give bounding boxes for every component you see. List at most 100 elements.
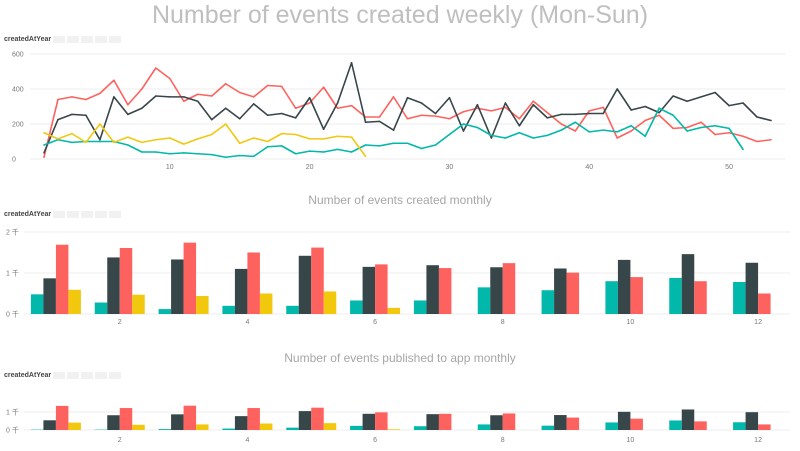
data-point xyxy=(322,151,325,153)
data-point xyxy=(99,123,101,125)
x-tick-label: 4 xyxy=(245,319,249,326)
monthly-created-chart-title: Number of events created monthly xyxy=(308,193,492,207)
data-point xyxy=(155,95,157,97)
bar xyxy=(323,291,337,314)
data-point xyxy=(448,133,451,136)
data-point xyxy=(43,131,45,134)
data-point xyxy=(392,142,395,145)
bar xyxy=(311,407,324,430)
data-point xyxy=(672,114,674,117)
bar xyxy=(259,293,273,314)
bar xyxy=(733,422,746,430)
data-point xyxy=(378,120,381,123)
bar xyxy=(362,266,376,314)
y-tick-label: 400 xyxy=(12,87,24,94)
data-point xyxy=(182,143,185,145)
data-point xyxy=(99,138,101,141)
data-point xyxy=(210,133,213,136)
y-tick-label: 0 千 xyxy=(6,426,19,435)
bar xyxy=(222,428,235,430)
legend-swatch-blurred xyxy=(67,211,80,218)
data-point xyxy=(658,114,660,117)
data-point xyxy=(169,137,171,139)
x-tick-label: 10 xyxy=(627,319,635,326)
data-point xyxy=(700,121,702,124)
legend-weekly[interactable]: createdAtYear xyxy=(4,36,122,43)
bar xyxy=(554,415,567,430)
bar xyxy=(554,268,567,314)
bar xyxy=(158,309,172,314)
legend-swatch-blurred xyxy=(81,36,94,43)
data-point xyxy=(308,102,311,104)
data-point xyxy=(336,148,339,151)
legend-swatch-blurred xyxy=(109,211,122,218)
data-point xyxy=(448,96,451,99)
data-point xyxy=(224,156,227,159)
data-point xyxy=(574,113,577,116)
bar xyxy=(413,426,427,430)
bar xyxy=(196,295,209,314)
data-point xyxy=(155,151,157,153)
bar xyxy=(758,424,771,430)
data-point xyxy=(266,84,269,87)
data-point xyxy=(490,110,493,112)
bar xyxy=(43,278,56,314)
data-point xyxy=(252,155,255,158)
data-point xyxy=(420,147,423,150)
bar xyxy=(541,425,555,430)
data-point xyxy=(57,98,59,101)
data-point xyxy=(210,95,213,97)
bar xyxy=(413,300,427,314)
data-point xyxy=(85,141,87,144)
data-point xyxy=(280,112,283,115)
data-point xyxy=(99,92,101,95)
y-tick-label: 2 千 xyxy=(6,228,19,237)
data-point xyxy=(141,107,143,110)
data-point xyxy=(448,117,451,120)
data-point xyxy=(462,110,465,113)
legend-swatch-blurred xyxy=(53,211,66,218)
data-point xyxy=(308,150,311,152)
legend-monthly-published[interactable]: createdAtYear xyxy=(4,372,122,379)
data-point xyxy=(686,100,688,103)
bar xyxy=(745,262,759,314)
data-point xyxy=(616,137,619,139)
data-point xyxy=(490,134,493,137)
bar xyxy=(362,413,376,430)
data-point xyxy=(504,102,507,104)
data-point xyxy=(169,96,171,98)
data-point xyxy=(155,138,157,141)
data-point xyxy=(434,144,437,146)
data-point xyxy=(588,110,591,112)
legend-swatch-blurred xyxy=(95,372,108,379)
x-tick-label: 20 xyxy=(306,164,314,171)
x-tick-label: 6 xyxy=(373,437,377,444)
data-point xyxy=(476,103,479,106)
data-point xyxy=(224,82,227,85)
x-tick-label: 2 xyxy=(118,437,122,444)
data-point xyxy=(252,96,255,98)
bar xyxy=(694,421,707,430)
data-point xyxy=(238,154,241,157)
bar xyxy=(158,429,172,430)
data-point xyxy=(141,88,143,90)
data-point xyxy=(322,138,325,140)
bar xyxy=(617,411,631,430)
legend-swatch-blurred xyxy=(109,372,122,379)
series-line-1 xyxy=(43,61,772,154)
data-point xyxy=(280,132,283,135)
x-tick-label: 30 xyxy=(446,164,454,171)
data-point xyxy=(672,127,674,130)
bar xyxy=(43,420,56,430)
data-point xyxy=(127,103,129,106)
data-point xyxy=(350,61,353,64)
bar xyxy=(387,429,401,430)
bar xyxy=(426,414,439,430)
data-point xyxy=(252,137,255,139)
data-point xyxy=(378,145,381,147)
data-point xyxy=(602,129,605,131)
x-tick-label: 8 xyxy=(501,319,505,326)
legend-monthly-created[interactable]: createdAtYear xyxy=(4,211,122,218)
data-point xyxy=(392,96,395,98)
bar xyxy=(758,293,771,314)
